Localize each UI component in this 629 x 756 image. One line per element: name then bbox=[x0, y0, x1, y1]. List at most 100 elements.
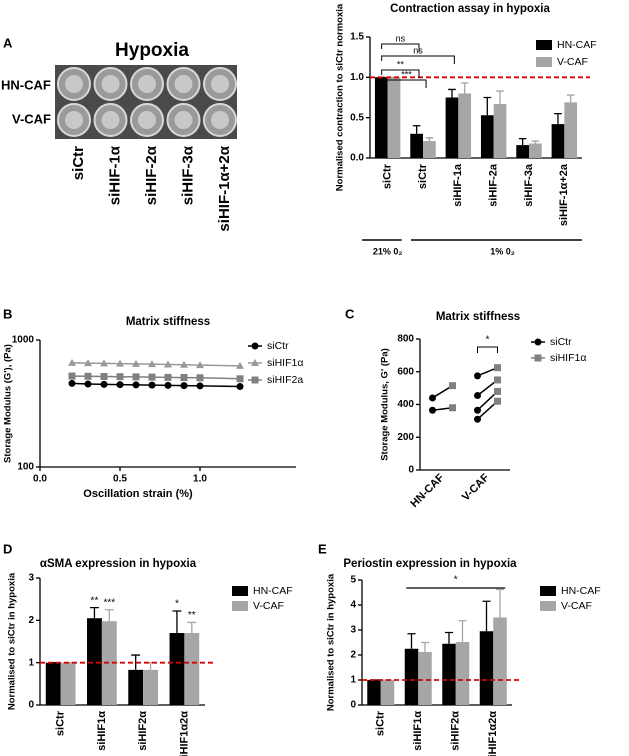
legend-swatch bbox=[536, 57, 552, 67]
legend-swatch bbox=[232, 586, 248, 596]
point bbox=[534, 354, 542, 362]
error-bar bbox=[420, 641, 430, 652]
point bbox=[236, 375, 244, 383]
y-tick-label: 0.5 bbox=[350, 112, 364, 123]
error-bar bbox=[458, 620, 467, 642]
x-tick-label: siHIF2α bbox=[137, 711, 149, 751]
photo-row-label: V-CAF bbox=[12, 111, 51, 126]
y-axis-label: Normalised contraction to siCtr normoxia bbox=[335, 3, 346, 191]
legend-label: V-CAF bbox=[557, 56, 588, 68]
bar bbox=[87, 618, 102, 705]
point bbox=[474, 415, 481, 423]
y-tick-label: 1.0 bbox=[350, 72, 364, 83]
error-bar bbox=[425, 137, 434, 142]
x-tick-label: 0.5 bbox=[113, 474, 127, 485]
point bbox=[494, 397, 501, 405]
significance-label: ** bbox=[397, 59, 405, 69]
point bbox=[251, 342, 259, 350]
x-tick-label: siHIF1α bbox=[96, 711, 108, 751]
chart-title: Contraction assay in hypoxia bbox=[390, 3, 550, 15]
point bbox=[116, 373, 124, 381]
error-bar bbox=[407, 633, 416, 649]
x-tick-label: siCtr bbox=[417, 163, 429, 189]
point bbox=[100, 380, 108, 388]
error-bar bbox=[412, 125, 421, 134]
bar bbox=[367, 680, 381, 705]
x-tick-label: HN-CAF bbox=[408, 472, 446, 510]
legend-swatch bbox=[540, 586, 556, 596]
photo-title: Hypoxia bbox=[115, 40, 189, 61]
panel-label: E bbox=[318, 541, 327, 556]
x-tick-label: siHIF-2a bbox=[488, 163, 500, 207]
x-tick-label: siHIF-3a bbox=[523, 163, 535, 207]
point bbox=[68, 358, 76, 366]
significance-label: * bbox=[175, 599, 179, 610]
legend-label: siHIF1α bbox=[550, 352, 586, 364]
photo-column-label: siHIF-2α bbox=[143, 145, 160, 205]
x-tick-label: siCtr bbox=[375, 710, 387, 736]
point bbox=[68, 379, 76, 387]
bar bbox=[516, 145, 529, 158]
x-tick-label: siHIF-1a bbox=[452, 163, 464, 207]
y-axis-label: Normalised to siCtr in hypoxia bbox=[326, 573, 337, 711]
photo-column-label: siHIF-3α bbox=[179, 145, 196, 205]
gel bbox=[101, 75, 120, 93]
x-tick-label: V-CAF bbox=[460, 471, 492, 503]
bar bbox=[479, 631, 494, 705]
legend-label: HN-CAF bbox=[561, 585, 601, 597]
gel bbox=[101, 111, 120, 129]
point bbox=[251, 359, 259, 366]
bar bbox=[169, 633, 185, 705]
point bbox=[132, 381, 140, 389]
error-bar bbox=[172, 610, 182, 634]
group-label: 1% 0₂ bbox=[490, 246, 515, 256]
x-tick-label: 0.0 bbox=[33, 474, 47, 485]
legend-swatch bbox=[540, 601, 556, 611]
legend-label: HN-CAF bbox=[557, 39, 597, 51]
gel bbox=[174, 75, 193, 93]
bar bbox=[480, 115, 494, 158]
gel bbox=[65, 75, 83, 93]
point bbox=[180, 374, 188, 382]
point bbox=[494, 387, 501, 395]
y-tick-label: 1 bbox=[28, 657, 34, 668]
legend-label: HN-CAF bbox=[253, 585, 293, 597]
point bbox=[132, 359, 140, 367]
point bbox=[164, 360, 172, 368]
y-tick-label: 0 bbox=[28, 700, 34, 711]
y-tick-label: 600 bbox=[397, 366, 414, 377]
error-bar bbox=[444, 631, 454, 644]
error-bar bbox=[518, 137, 527, 146]
significance-bracket bbox=[386, 79, 427, 88]
point bbox=[474, 391, 481, 399]
point bbox=[251, 376, 259, 384]
chart-title: Matrix stiffness bbox=[126, 316, 210, 328]
gel bbox=[65, 111, 83, 129]
point bbox=[180, 382, 188, 390]
point bbox=[132, 373, 140, 381]
bar bbox=[493, 617, 507, 705]
chart-title: Matrix stiffness bbox=[436, 311, 520, 323]
bar bbox=[418, 652, 432, 705]
point bbox=[100, 359, 108, 367]
y-tick-label: 1.5 bbox=[350, 32, 364, 43]
point bbox=[164, 373, 172, 381]
y-tick-label: 0 bbox=[350, 700, 356, 711]
x-tick-label: siCtr bbox=[382, 163, 394, 189]
panel-label: C bbox=[345, 306, 355, 321]
point bbox=[236, 383, 244, 391]
y-tick-label: 100 bbox=[17, 462, 34, 473]
group-label: 21% 0₂ bbox=[373, 246, 403, 256]
significance-bracket bbox=[477, 346, 498, 353]
point bbox=[474, 406, 481, 414]
bar bbox=[455, 642, 470, 705]
error-bar bbox=[89, 606, 99, 619]
point bbox=[180, 360, 188, 368]
x-axis-label: Oscillation strain (%) bbox=[83, 488, 193, 500]
y-tick-label: 800 bbox=[397, 334, 414, 345]
series-line bbox=[71, 362, 241, 367]
significance-label: * bbox=[454, 575, 458, 586]
point bbox=[116, 381, 124, 389]
point bbox=[449, 382, 456, 390]
error-bar bbox=[104, 609, 114, 622]
